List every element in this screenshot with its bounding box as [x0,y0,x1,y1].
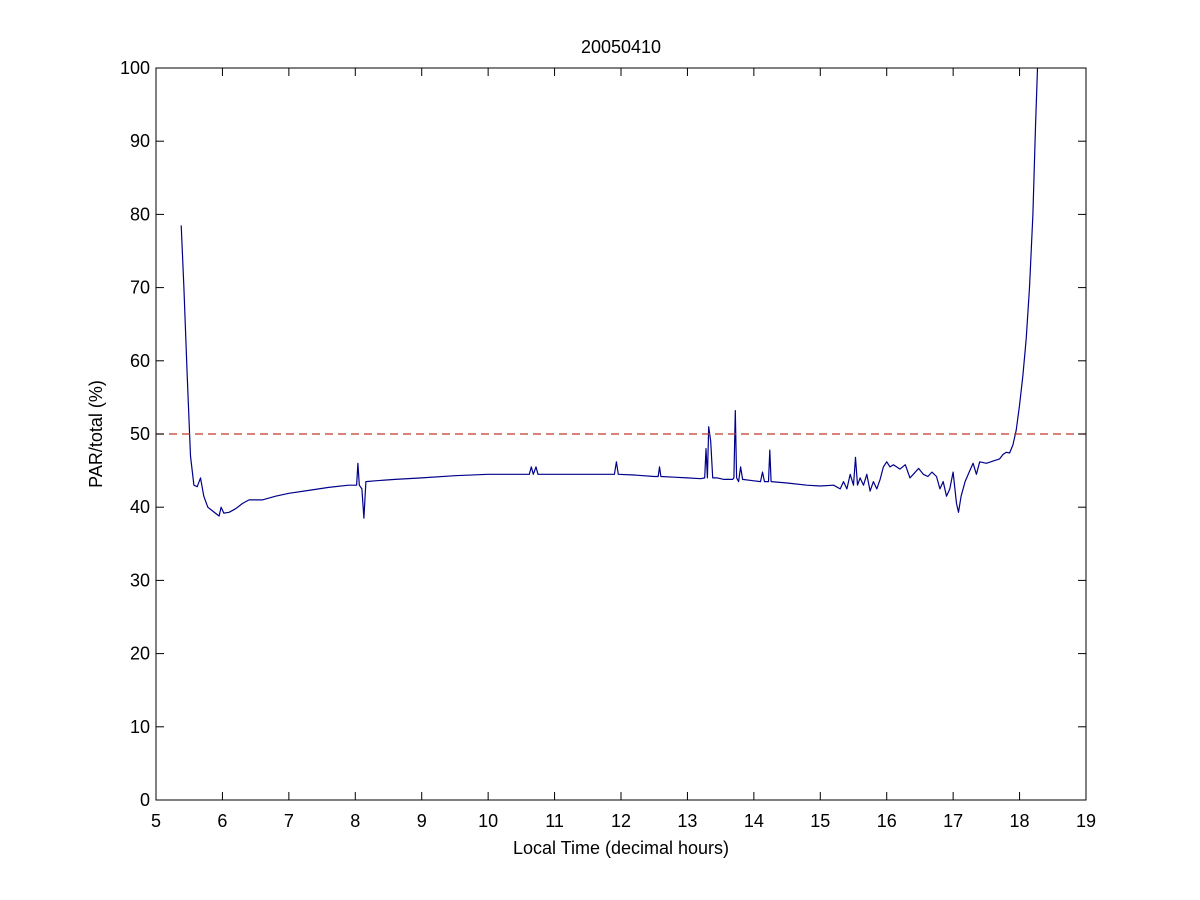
x-tick-label: 12 [611,811,631,831]
y-tick-label: 90 [130,131,150,151]
y-tick-label: 100 [120,58,150,78]
chart-title: 20050410 [581,37,661,57]
y-tick-label: 40 [130,497,150,517]
y-tick-label: 80 [130,204,150,224]
x-tick-label: 15 [810,811,830,831]
y-tick-label: 30 [130,570,150,590]
x-axis-label: Local Time (decimal hours) [513,838,729,858]
y-tick-label: 10 [130,717,150,737]
tick-layer: 5 6 7 8 9 10 11 12 13 14 15 16 17 18 19 0 10 20 30 40 50 60 70… [120,58,1096,831]
x-tick-label: 10 [478,811,498,831]
x-tick-label: 8 [350,811,360,831]
par-ratio-line [180,67,1039,519]
y-tick-label: 70 [130,278,150,298]
y-tick-label: 20 [130,644,150,664]
x-tick-label: 17 [943,811,963,831]
x-tick-label: 16 [877,811,897,831]
x-tick-label: 19 [1076,811,1096,831]
y-tick-label: 60 [130,351,150,371]
y-axis-label: PAR/total (%) [86,380,106,488]
plot-area [156,68,1086,800]
x-tick-label: 18 [1010,811,1030,831]
x-tick-label: 5 [151,811,161,831]
x-tick-label: 11 [545,811,564,831]
x-tick-label: 14 [744,811,764,831]
x-tick-label: 13 [677,811,697,831]
series-layer [156,67,1086,519]
y-tick-label: 0 [140,790,150,810]
x-tick-label: 7 [284,811,294,831]
x-tick-label: 9 [417,811,427,831]
x-tick-label: 6 [217,811,227,831]
y-tick-label: 50 [130,424,150,444]
